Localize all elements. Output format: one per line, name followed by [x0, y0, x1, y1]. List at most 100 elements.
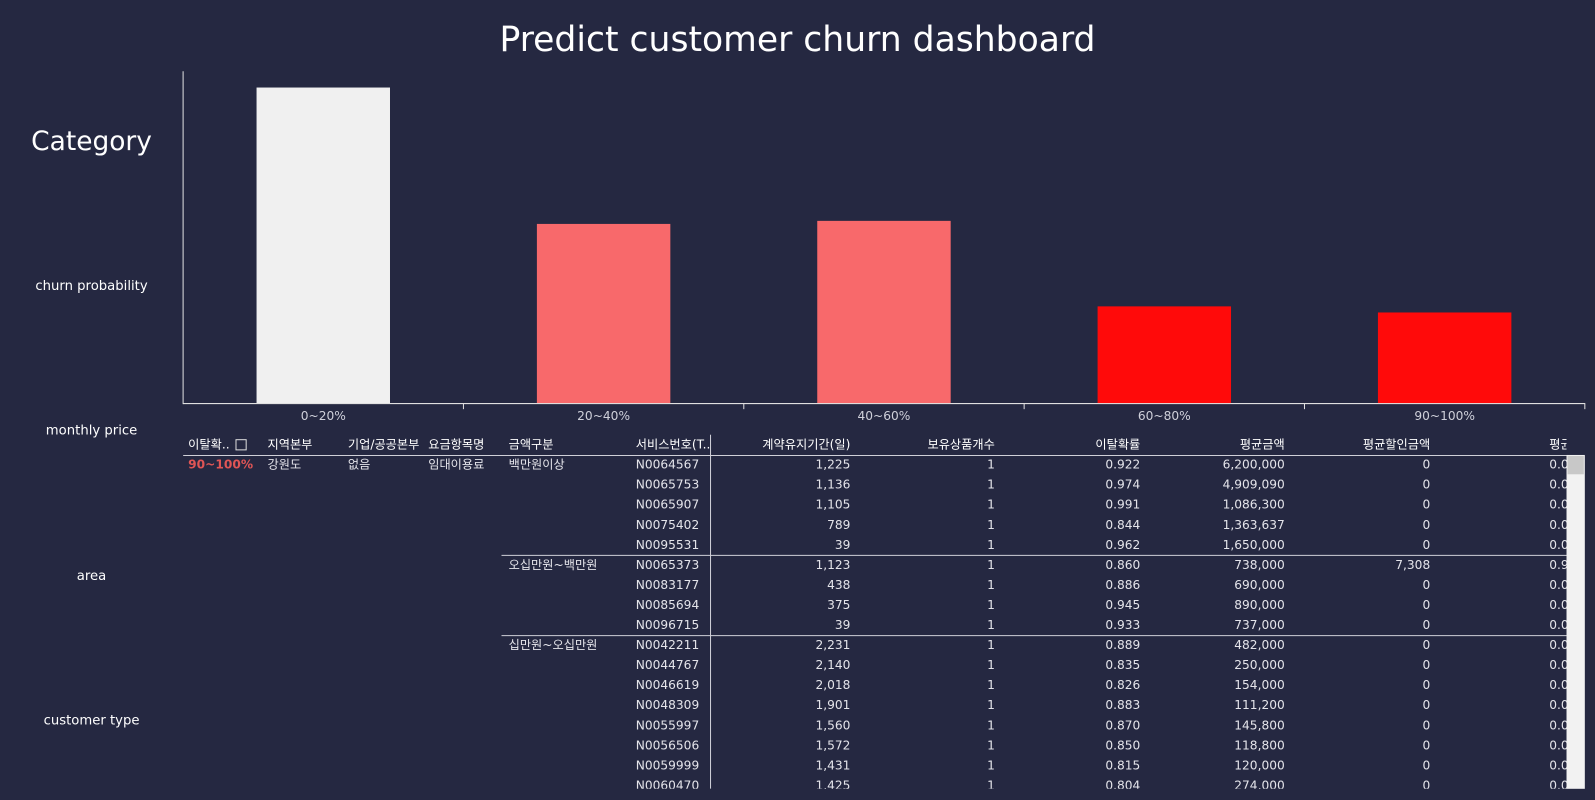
- table-cell: 4,909,090: [1223, 478, 1285, 492]
- table-cell: 890,000: [1234, 598, 1284, 612]
- table-cell: 2,140: [815, 658, 850, 672]
- table-cell: 0: [1422, 538, 1430, 552]
- table-cell: 1,105: [815, 498, 850, 512]
- table-cell: 1,560: [815, 718, 850, 732]
- churn-group: 90~100%: [188, 458, 253, 472]
- table-cell: 1: [987, 678, 995, 692]
- column-header: 금액구분: [509, 437, 554, 451]
- table-cell: 0: [1422, 758, 1430, 772]
- table-cell: 0: [1422, 658, 1430, 672]
- sidebar-heading: Category: [31, 126, 152, 157]
- table-cell: N0046619: [636, 678, 699, 692]
- table-cell: 7,308: [1395, 558, 1430, 572]
- table-cell: 1: [987, 518, 995, 532]
- table-cell: 0.0: [1549, 478, 1568, 492]
- item: 임대이용료: [428, 458, 484, 472]
- table-cell: N0056506: [636, 738, 699, 752]
- table-cell: 118,800: [1234, 738, 1284, 752]
- bar: [536, 223, 671, 404]
- table-cell: 482,000: [1234, 638, 1284, 652]
- table-cell: 738,000: [1234, 558, 1284, 572]
- table-cell: 375: [827, 598, 850, 612]
- table-cell: N0044767: [636, 658, 699, 672]
- table-cell: 0.844: [1105, 518, 1140, 532]
- table-cell: 0.835: [1105, 658, 1140, 672]
- table-cell: N0065373: [636, 558, 699, 572]
- table-cell: 1: [987, 718, 995, 732]
- bar: [256, 87, 390, 404]
- table-cell: 0.0: [1549, 578, 1568, 592]
- scrollbar[interactable]: [1566, 454, 1585, 789]
- bar: [1377, 312, 1512, 404]
- table-cell: 0.0: [1549, 658, 1568, 672]
- table-cell: 0: [1422, 718, 1430, 732]
- scrollbar-thumb[interactable]: [1567, 455, 1584, 475]
- table-cell: 0.815: [1105, 758, 1140, 772]
- table-cell: 0: [1422, 698, 1430, 712]
- table-cell: 2,231: [815, 638, 850, 652]
- table-cell: 1,225: [815, 458, 850, 472]
- table-cell: 0.889: [1105, 638, 1140, 652]
- table-cell: 0.933: [1105, 618, 1140, 632]
- column-header: 서비스번호(T..: [636, 437, 711, 451]
- sidebar-item: customer type: [44, 714, 140, 729]
- table-cell: 1: [987, 598, 995, 612]
- table-cell: 1: [987, 738, 995, 752]
- table-cell: 1,901: [815, 698, 850, 712]
- column-header: 평균할인율(%: [1549, 437, 1595, 451]
- table-cell: 1: [987, 578, 995, 592]
- table-cell: 0: [1422, 738, 1430, 752]
- table-cell: 1,136: [815, 478, 850, 492]
- table-cell: 0.991: [1105, 498, 1140, 512]
- table-cell: 1: [987, 538, 995, 552]
- table-cell: N0064567: [636, 458, 699, 472]
- table-cell: 0.804: [1105, 778, 1140, 792]
- table-cell: 274,000: [1234, 778, 1284, 792]
- table-cell: N0048309: [636, 698, 699, 712]
- table-cell: 0.883: [1105, 698, 1140, 712]
- table-cell: 438: [827, 578, 850, 592]
- table-cell: 0: [1422, 578, 1430, 592]
- table-cell: 1,363,637: [1223, 518, 1285, 532]
- table-cell: 1: [987, 478, 995, 492]
- table-cell: 1,572: [815, 738, 850, 752]
- dashboard-title: Predict customer churn dashboard: [499, 20, 1095, 60]
- sort-icon: [235, 439, 247, 451]
- bar: [1097, 306, 1232, 404]
- table-cell: 154,000: [1234, 678, 1284, 692]
- x-tick-label: 0~20%: [301, 409, 346, 423]
- column-header: 평균할인금액: [1363, 437, 1430, 451]
- table-cell: 0.0: [1549, 698, 1568, 712]
- table-cell: 0: [1422, 618, 1430, 632]
- amount-group: 오십만원~백만원: [509, 558, 598, 572]
- x-tick-label: 40~60%: [858, 409, 911, 423]
- table-cell: 789: [827, 518, 850, 532]
- sidebar-item: churn probability: [35, 279, 147, 294]
- x-tick-label: 60~80%: [1138, 409, 1191, 423]
- table-cell: 0.870: [1105, 718, 1140, 732]
- table-cell: N0059999: [636, 758, 699, 772]
- table-cell: 0: [1422, 498, 1430, 512]
- table-cell: 0.0: [1549, 678, 1568, 692]
- table-cell: 0.0: [1549, 738, 1568, 752]
- table-cell: 0.0: [1549, 618, 1568, 632]
- table-cell: 0.826: [1105, 678, 1140, 692]
- column-header: 기업/공공본부: [348, 437, 419, 451]
- table-cell: 6,200,000: [1223, 458, 1285, 472]
- table-cell: N0042211: [636, 638, 699, 652]
- table-cell: 0: [1422, 518, 1430, 532]
- table-cell: N0055997: [636, 718, 699, 732]
- table-cell: 0.962: [1105, 538, 1140, 552]
- column-header: 요금항목명: [428, 437, 484, 451]
- table-cell: 145,800: [1234, 718, 1284, 732]
- table-cell: 0.886: [1105, 578, 1140, 592]
- table-cell: N0083177: [636, 578, 699, 592]
- table-cell: 0: [1422, 678, 1430, 692]
- table-cell: 1,123: [815, 558, 850, 572]
- table-cell: 0.0: [1549, 598, 1568, 612]
- table-cell: 1,425: [815, 778, 850, 792]
- table-cell: 0: [1422, 598, 1430, 612]
- table-cell: 120,000: [1234, 758, 1284, 772]
- table-cell: 690,000: [1234, 578, 1284, 592]
- table-cell: 1: [987, 558, 995, 572]
